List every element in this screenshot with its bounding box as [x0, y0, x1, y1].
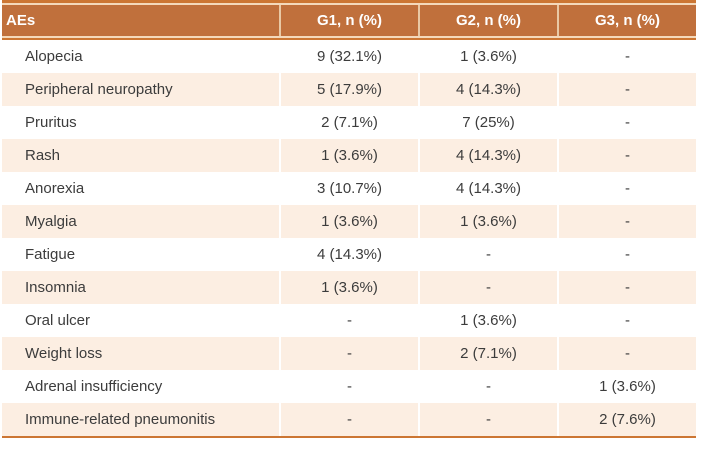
header-cell-g1: G1, n (%) [281, 5, 418, 36]
table-row: Anorexia 3 (10.7%) 4 (14.3%) - [2, 172, 696, 205]
table-row: Rash 1 (3.6%) 4 (14.3%) - [2, 139, 696, 172]
g1-value-cell: - [281, 403, 418, 436]
ae-name-cell: Immune-related pneumonitis [2, 403, 279, 436]
g1-value-cell: 3 (10.7%) [281, 172, 418, 205]
g3-value-cell: - [559, 337, 696, 370]
ae-name-cell: Myalgia [2, 205, 279, 238]
ae-name-cell: Alopecia [2, 40, 279, 73]
g3-value-cell: - [559, 172, 696, 205]
g3-value-cell: - [559, 40, 696, 73]
g1-value-cell: 2 (7.1%) [281, 106, 418, 139]
ae-name-cell: Adrenal insufficiency [2, 370, 279, 403]
ae-name-cell: Insomnia [2, 271, 279, 304]
g1-value-cell: - [281, 370, 418, 403]
table-row: Insomnia 1 (3.6%) - - [2, 271, 696, 304]
ae-name-cell: Pruritus [2, 106, 279, 139]
g3-value-cell: - [559, 238, 696, 271]
table-row: Peripheral neuropathy 5 (17.9%) 4 (14.3%… [2, 73, 696, 106]
g1-value-cell: 1 (3.6%) [281, 205, 418, 238]
g3-value-cell: - [559, 73, 696, 106]
table-row: Fatigue 4 (14.3%) - - [2, 238, 696, 271]
g1-value-cell: 5 (17.9%) [281, 73, 418, 106]
header-cell-g3: G3, n (%) [559, 5, 696, 36]
g3-value-cell: 1 (3.6%) [559, 370, 696, 403]
table-row: Alopecia 9 (32.1%) 1 (3.6%) - [2, 40, 696, 73]
ae-name-cell: Peripheral neuropathy [2, 73, 279, 106]
g3-value-cell: - [559, 271, 696, 304]
header-cell-g2: G2, n (%) [420, 5, 557, 36]
g2-value-cell: - [420, 403, 557, 436]
g2-value-cell: 4 (14.3%) [420, 139, 557, 172]
table-top-border-inner [2, 3, 696, 5]
g3-value-cell: - [559, 106, 696, 139]
g2-value-cell: 4 (14.3%) [420, 172, 557, 205]
ae-name-cell: Oral ulcer [2, 304, 279, 337]
table-body: Alopecia 9 (32.1%) 1 (3.6%) - Peripheral… [2, 40, 696, 436]
table-header-row: AEs G1, n (%) G2, n (%) G3, n (%) [2, 5, 696, 36]
header-bottom-border-inner [2, 36, 696, 38]
table-top-border-outer [2, 0, 696, 3]
table-row: Adrenal insufficiency - - 1 (3.6%) [2, 370, 696, 403]
g1-value-cell: 9 (32.1%) [281, 40, 418, 73]
g1-value-cell: 1 (3.6%) [281, 271, 418, 304]
header-cell-aes: AEs [2, 5, 279, 36]
g2-value-cell: 4 (14.3%) [420, 73, 557, 106]
g2-value-cell: 1 (3.6%) [420, 40, 557, 73]
g2-value-cell: - [420, 238, 557, 271]
g2-value-cell: - [420, 271, 557, 304]
g1-value-cell: - [281, 337, 418, 370]
g2-value-cell: 1 (3.6%) [420, 205, 557, 238]
g2-value-cell: 7 (25%) [420, 106, 557, 139]
table-bottom-border [2, 436, 696, 438]
g2-value-cell: 1 (3.6%) [420, 304, 557, 337]
g1-value-cell: 4 (14.3%) [281, 238, 418, 271]
g2-value-cell: 2 (7.1%) [420, 337, 557, 370]
g2-value-cell: - [420, 370, 557, 403]
table-row: Pruritus 2 (7.1%) 7 (25%) - [2, 106, 696, 139]
ae-name-cell: Anorexia [2, 172, 279, 205]
ae-name-cell: Weight loss [2, 337, 279, 370]
table-row: Oral ulcer - 1 (3.6%) - [2, 304, 696, 337]
table-row: Myalgia 1 (3.6%) 1 (3.6%) - [2, 205, 696, 238]
header-bottom-border-outer [2, 38, 696, 40]
g3-value-cell: - [559, 139, 696, 172]
table-row: Weight loss - 2 (7.1%) - [2, 337, 696, 370]
g1-value-cell: 1 (3.6%) [281, 139, 418, 172]
ae-name-cell: Fatigue [2, 238, 279, 271]
g3-value-cell: 2 (7.6%) [559, 403, 696, 436]
g3-value-cell: - [559, 205, 696, 238]
ae-name-cell: Rash [2, 139, 279, 172]
table-row: Immune-related pneumonitis - - 2 (7.6%) [2, 403, 696, 436]
g1-value-cell: - [281, 304, 418, 337]
g3-value-cell: - [559, 304, 696, 337]
adverse-events-table: AEs G1, n (%) G2, n (%) G3, n (%) Alopec… [2, 0, 696, 438]
